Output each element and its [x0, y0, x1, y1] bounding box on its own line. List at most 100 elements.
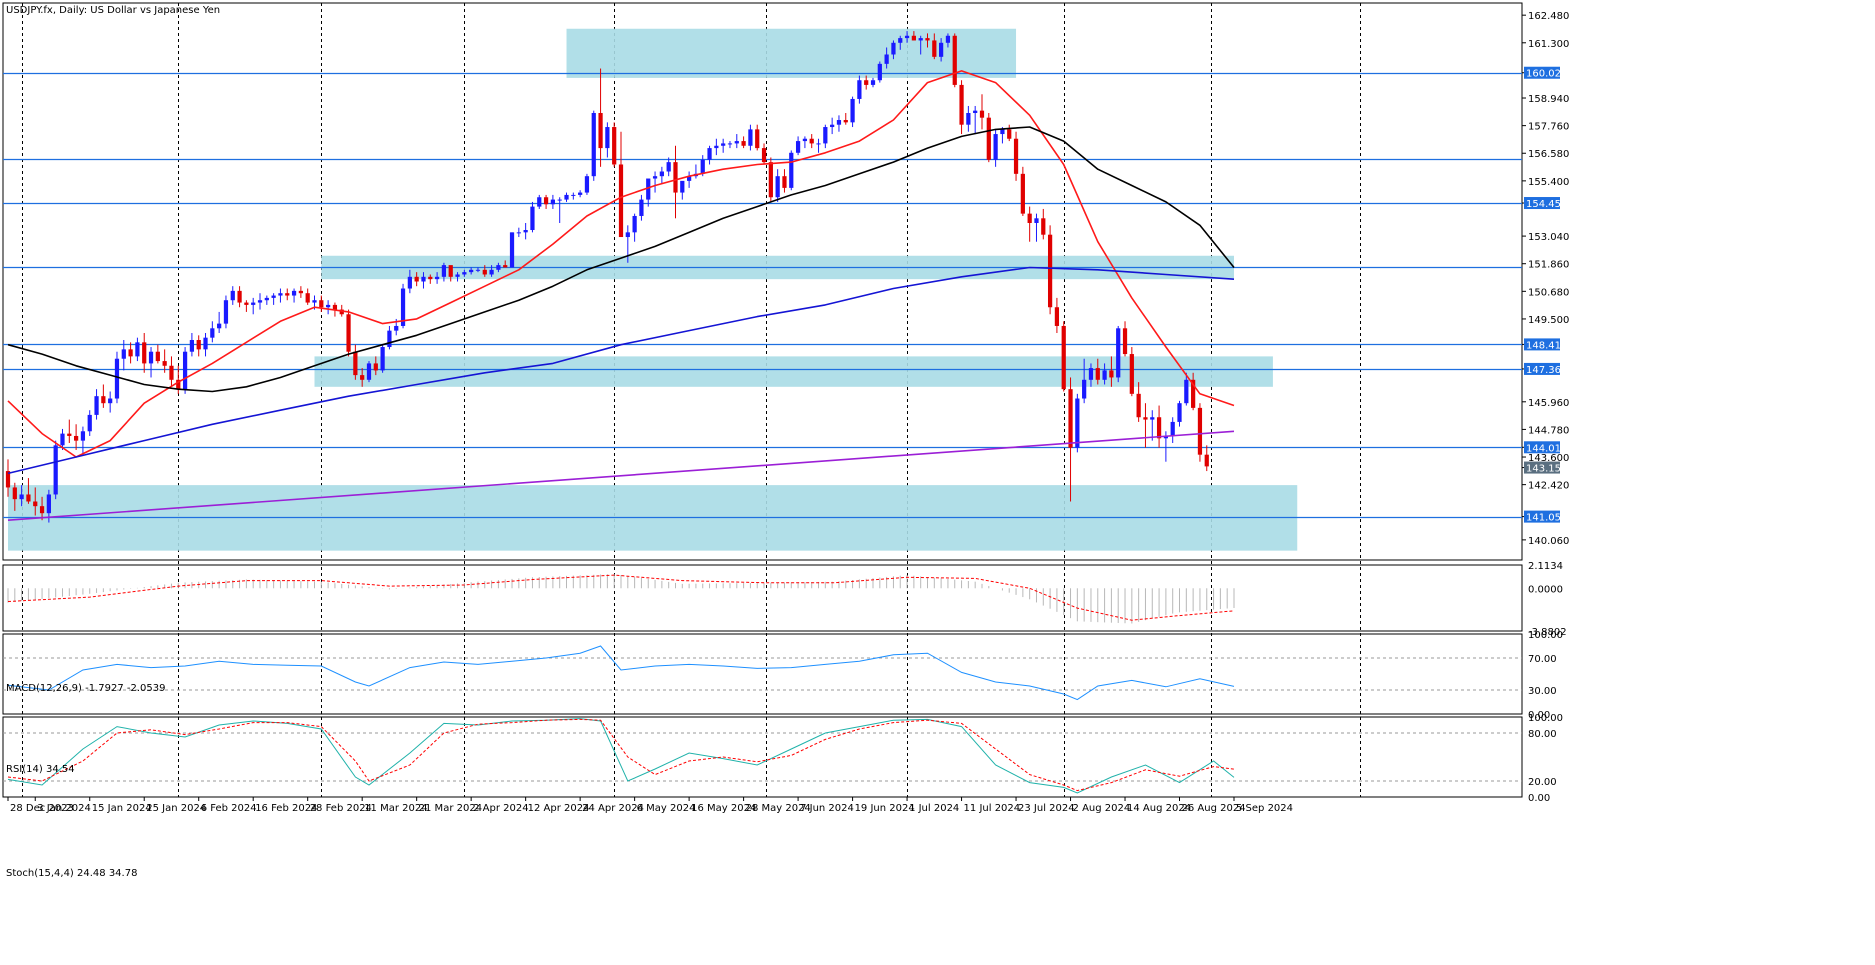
candle-body	[1177, 403, 1182, 422]
price-tick-label: 162.480	[1528, 11, 1569, 22]
candle-body	[809, 138, 814, 144]
candle-body	[1102, 370, 1107, 380]
candle-body	[135, 342, 140, 357]
candle-body	[428, 276, 433, 280]
price-tick-label: 142.420	[1528, 481, 1569, 492]
candle-body	[271, 295, 276, 298]
price-level-badge	[1524, 338, 1560, 351]
stoch-tick-label: 20.00	[1528, 777, 1557, 788]
candle-body	[680, 180, 685, 193]
panel-frame-main	[2, 2, 1523, 561]
candle-body	[939, 42, 944, 57]
candle-body	[12, 487, 17, 500]
candle-body	[475, 269, 481, 271]
candle-body	[26, 494, 31, 502]
candle-body	[823, 127, 828, 144]
stoch-main-line	[7, 718, 1235, 794]
trendline	[7, 430, 1235, 522]
date-tick-label: 3 Jan 2024	[37, 803, 91, 814]
candle-body	[1075, 398, 1080, 448]
candle-body	[60, 433, 65, 446]
candle-body	[162, 361, 167, 366]
date-tick-label: 16 May 2024	[691, 803, 756, 814]
price-level-label: 141.054	[1526, 513, 1567, 524]
candle-body	[108, 398, 113, 404]
candle-body	[884, 54, 889, 64]
price-tick-label: 140.060	[1528, 536, 1569, 547]
candle-body	[686, 176, 692, 181]
candle-body	[305, 293, 310, 303]
candle-body	[298, 290, 303, 294]
candle-body	[904, 35, 910, 39]
price-level-label: 160.020	[1526, 69, 1567, 80]
candle-body	[196, 340, 201, 350]
candle-body	[1047, 234, 1053, 308]
candle-body	[898, 38, 903, 43]
candle-body	[19, 494, 24, 500]
date-tick-label: 24 Apr 2024	[582, 803, 644, 814]
current-price-badge	[1524, 461, 1560, 474]
candle-body	[666, 162, 671, 172]
candle-body	[877, 63, 882, 81]
candle-body	[646, 178, 651, 200]
price-level-badge	[1524, 510, 1560, 523]
candle-body	[360, 375, 365, 380]
candle-body	[1013, 138, 1019, 174]
date-tick-label: 12 Apr 2024	[528, 803, 590, 814]
date-tick-label: 2 Aug 2024	[1073, 803, 1131, 814]
candle-body	[564, 194, 569, 200]
candle-body	[1170, 421, 1175, 436]
price-tick-label: 151.860	[1528, 260, 1569, 271]
candle-body	[945, 35, 951, 43]
candle-body	[1007, 129, 1012, 139]
stoch-signal-line	[7, 718, 1235, 792]
price-tick-label: 157.760	[1528, 122, 1569, 133]
stoch-tick-label: 100.00	[1528, 713, 1563, 724]
date-tick-label: 14 Aug 2024	[1127, 803, 1191, 814]
candle-body	[319, 300, 324, 308]
candle-body	[332, 304, 338, 310]
candle-body	[1156, 417, 1162, 439]
price-tick-label: 145.960	[1528, 398, 1569, 409]
stoch-tick-label: 80.00	[1528, 729, 1557, 740]
candle-body	[80, 431, 86, 441]
date-tick-label: 28 Feb 2024	[310, 803, 372, 814]
candle-body	[761, 148, 767, 163]
candle-body	[237, 290, 242, 303]
candle-body	[312, 300, 317, 303]
rsi-tick-label: 100.00	[1528, 630, 1563, 641]
candle-body	[816, 143, 821, 145]
candle-body	[257, 300, 263, 303]
candle-body	[959, 84, 964, 125]
candle-body	[918, 38, 923, 41]
candle-body	[523, 230, 528, 233]
date-tick-label: 25 Jan 2024	[146, 803, 206, 814]
date-tick-label: 2 Apr 2024	[473, 803, 528, 814]
candle-body	[979, 110, 985, 118]
candle-body	[496, 265, 501, 270]
candle-body	[584, 176, 590, 193]
stoch-tick-label: 0.00	[1528, 793, 1550, 804]
date-tick-label: 26 Aug 2024	[1182, 803, 1246, 814]
candle-body	[830, 124, 835, 128]
candle-body	[557, 199, 562, 201]
date-tick-label: 6 Feb 2024	[201, 803, 257, 814]
candle-body	[400, 288, 406, 326]
price-level-label: 147.364	[1526, 365, 1567, 376]
price-tick-label: 153.040	[1528, 232, 1569, 243]
candle-body	[870, 80, 876, 85]
candle-body	[128, 349, 133, 357]
candle-body	[639, 199, 644, 216]
candle-body	[148, 351, 154, 364]
candle-body	[632, 215, 637, 233]
candle-body	[448, 265, 453, 277]
candle-body	[509, 232, 515, 268]
candle-body	[1000, 129, 1005, 135]
candle-body	[5, 471, 11, 488]
candle-body	[39, 506, 45, 514]
candle-body	[455, 274, 460, 277]
candle-body	[366, 363, 372, 380]
candle-body	[550, 199, 556, 205]
support-resistance-zone	[314, 356, 1273, 387]
